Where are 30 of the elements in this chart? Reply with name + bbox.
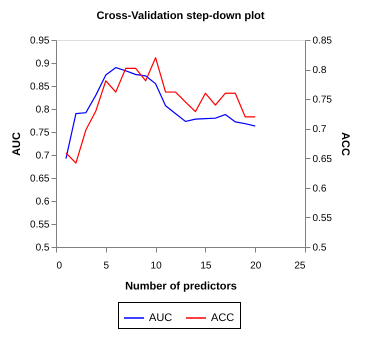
y-tick-label: 0.8 <box>36 104 50 116</box>
x-tick-label: 25 <box>294 260 306 272</box>
y2-tick-label: 0.75 <box>312 94 332 106</box>
y-tick-label: 0.6 <box>36 196 50 208</box>
y-tick-label: 0.5 <box>36 242 50 254</box>
chart-title: Cross-Validation step-down plot <box>96 10 265 22</box>
x-tick-label: 20 <box>250 260 262 272</box>
legend-label: AUC <box>149 312 172 324</box>
y-tick-label: 0.65 <box>30 174 50 184</box>
x-tick-label: 0 <box>56 260 62 272</box>
y-tick-label: 0.85 <box>30 82 50 92</box>
y2-tick-label: 0.7 <box>312 124 327 136</box>
x-tick-label: 15 <box>200 260 212 272</box>
y-tick-label: 0.7 <box>36 150 50 162</box>
y-tick-label: 0.95 <box>30 36 50 46</box>
y2-tick-label: 0.65 <box>312 154 332 165</box>
x-tick-label: 5 <box>104 260 110 272</box>
y-axis-title: AUC <box>11 132 24 156</box>
y2-tick-label: 0.5 <box>312 242 327 254</box>
y2-tick-label: 0.8 <box>312 65 327 76</box>
x-tick-label: 10 <box>150 260 162 272</box>
y2-axis-title: ACC <box>338 132 351 156</box>
x-axis-title: Number of predictors <box>125 280 237 292</box>
y-tick-label: 0.75 <box>30 128 50 138</box>
y2-tick-label: 0.85 <box>312 36 332 46</box>
y-tick-label: 0.55 <box>30 220 50 230</box>
legend-label: ACC <box>211 312 234 324</box>
y2-tick-label: 0.6 <box>312 183 327 194</box>
y2-tick-label: 0.55 <box>312 212 332 224</box>
y-tick-label: 0.9 <box>36 58 50 70</box>
